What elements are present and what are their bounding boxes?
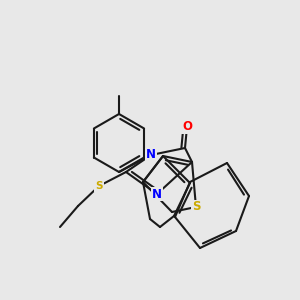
Text: N: N (152, 188, 162, 200)
Text: S: S (192, 200, 200, 214)
Text: N: N (146, 148, 156, 161)
Text: S: S (95, 181, 103, 191)
Text: O: O (182, 121, 192, 134)
